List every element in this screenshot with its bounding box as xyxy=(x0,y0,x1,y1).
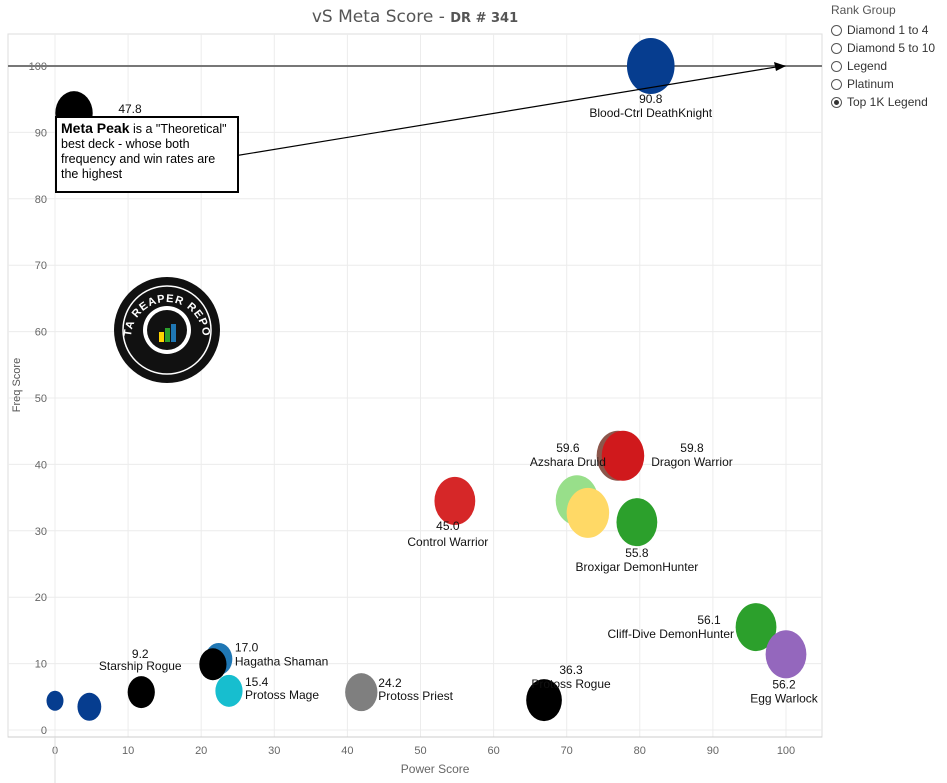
point-name-label: Egg Warlock xyxy=(750,691,819,705)
y-tick-label: 0 xyxy=(41,725,47,737)
data-point xyxy=(46,690,64,711)
meta-peak-arrow xyxy=(233,66,777,157)
rank-group-legend: Rank Group Diamond 1 to 4 Diamond 5 to 10… xyxy=(831,3,935,111)
data-point xyxy=(526,679,562,722)
y-tick-label: 40 xyxy=(35,459,47,471)
annotation-text: is a "Theoretical" best deck - whose bot… xyxy=(61,122,227,181)
rank-option-label: Platinum xyxy=(847,77,894,91)
radio-button[interactable] xyxy=(831,78,842,90)
data-point xyxy=(215,674,243,707)
x-tick-label: 50 xyxy=(414,745,426,757)
chart-title: vS Meta Score - DR # 341 xyxy=(311,7,519,27)
annotation-bold: Meta Peak xyxy=(61,120,130,136)
data-point xyxy=(77,692,102,721)
data-point xyxy=(566,487,610,538)
x-tick-label: 80 xyxy=(634,745,646,757)
y-tick-label: 90 xyxy=(35,127,47,139)
radio-button[interactable] xyxy=(831,42,842,54)
point-value-label: 36.3 xyxy=(559,663,583,677)
arrow-head xyxy=(774,62,786,71)
rank-option[interactable]: Top 1K Legend xyxy=(831,93,935,111)
x-tick-label: 20 xyxy=(195,745,207,757)
data-point xyxy=(765,630,807,679)
rank-option[interactable]: Platinum xyxy=(831,75,935,93)
radio-button[interactable] xyxy=(831,60,842,72)
x-tick-label: 70 xyxy=(561,745,573,757)
data-point xyxy=(127,676,155,709)
x-tick-label: 100 xyxy=(777,745,795,757)
point-name-label: Blood-Ctrl DeathKnight xyxy=(589,106,712,120)
data-point xyxy=(601,430,645,481)
rank-option-label: Diamond 1 to 4 xyxy=(847,23,929,37)
point-value-label: 59.6 xyxy=(556,441,580,455)
y-tick-label: 10 xyxy=(35,659,47,671)
point-name-label: Cliff-Dive DemonHunter xyxy=(608,627,735,641)
data-point xyxy=(735,603,777,652)
point-name-label: Protoss Priest xyxy=(378,689,453,703)
data-point xyxy=(626,38,675,94)
point-value-label: 90.8 xyxy=(639,92,663,106)
y-tick-label: 70 xyxy=(35,260,47,272)
logo-bar xyxy=(171,324,176,342)
point-name-label: Broxigar DemonHunter xyxy=(576,560,699,574)
x-tick-label: 60 xyxy=(487,745,499,757)
point-value-label: 47.8 xyxy=(118,102,142,116)
y-tick-label: 30 xyxy=(35,526,47,538)
rank-option[interactable]: Legend xyxy=(831,57,935,75)
y-tick-label: 60 xyxy=(35,327,47,339)
y-axis-title: Freq Score xyxy=(11,358,23,412)
point-value-label: 15.4 xyxy=(245,675,269,689)
point-name-label: Hagatha Shaman xyxy=(235,654,328,668)
y-tick-label: 50 xyxy=(35,393,47,405)
subtitle-text: DR # 341 xyxy=(450,11,519,26)
rank-option-label: Legend xyxy=(847,59,888,73)
data-point xyxy=(345,673,378,712)
legend-title: Rank Group xyxy=(831,3,896,17)
point-name-label: Protoss Mage xyxy=(245,688,319,702)
rank-option[interactable]: Diamond 1 to 4 xyxy=(831,21,935,39)
point-value-label: 55.8 xyxy=(625,546,649,560)
point-value-label: 45.0 xyxy=(436,519,460,533)
point-value-label: 17.0 xyxy=(235,640,259,654)
point-value-label: 56.1 xyxy=(697,613,721,627)
y-tick-label: 80 xyxy=(35,194,47,206)
x-tick-label: 10 xyxy=(122,745,134,757)
point-value-label: 24.2 xyxy=(378,676,402,690)
point-name-label: Protoss Rogue xyxy=(531,677,611,691)
logo-bar xyxy=(159,332,164,342)
y-tick-label: 20 xyxy=(35,592,47,604)
x-axis-title: Power Score xyxy=(401,762,470,776)
logo-ring xyxy=(122,285,212,375)
logo-bar xyxy=(165,328,170,342)
point-name-label: Starship Rogue xyxy=(99,659,182,673)
point-name-label: Azshara Druid xyxy=(530,455,606,469)
rank-option[interactable]: Diamond 5 to 10 xyxy=(831,39,935,57)
data-point xyxy=(434,476,476,525)
data-point xyxy=(199,648,227,681)
x-tick-label: 40 xyxy=(341,745,353,757)
title-text: vS Meta Score xyxy=(311,7,434,27)
rank-option-label: Diamond 5 to 10 xyxy=(847,41,936,55)
point-name-label: Control Warrior xyxy=(407,535,488,549)
point-name-label: Dragon Warrior xyxy=(651,455,733,469)
x-tick-label: 90 xyxy=(707,745,719,757)
point-value-label: 56.2 xyxy=(772,677,796,691)
point-value-label: 9.2 xyxy=(132,647,149,661)
meta-peak-annotation: Meta Peak is a "Theoretical" best deck -… xyxy=(55,116,239,193)
radio-button[interactable] xyxy=(831,96,842,108)
radio-button[interactable] xyxy=(831,24,842,36)
x-tick-label: 30 xyxy=(268,745,280,757)
data-reaper-logo: DATA REAPER REPORT xyxy=(114,277,220,383)
rank-option-label: Top 1K Legend xyxy=(847,95,928,109)
point-value-label: 59.8 xyxy=(680,441,704,455)
data-point xyxy=(616,498,658,547)
